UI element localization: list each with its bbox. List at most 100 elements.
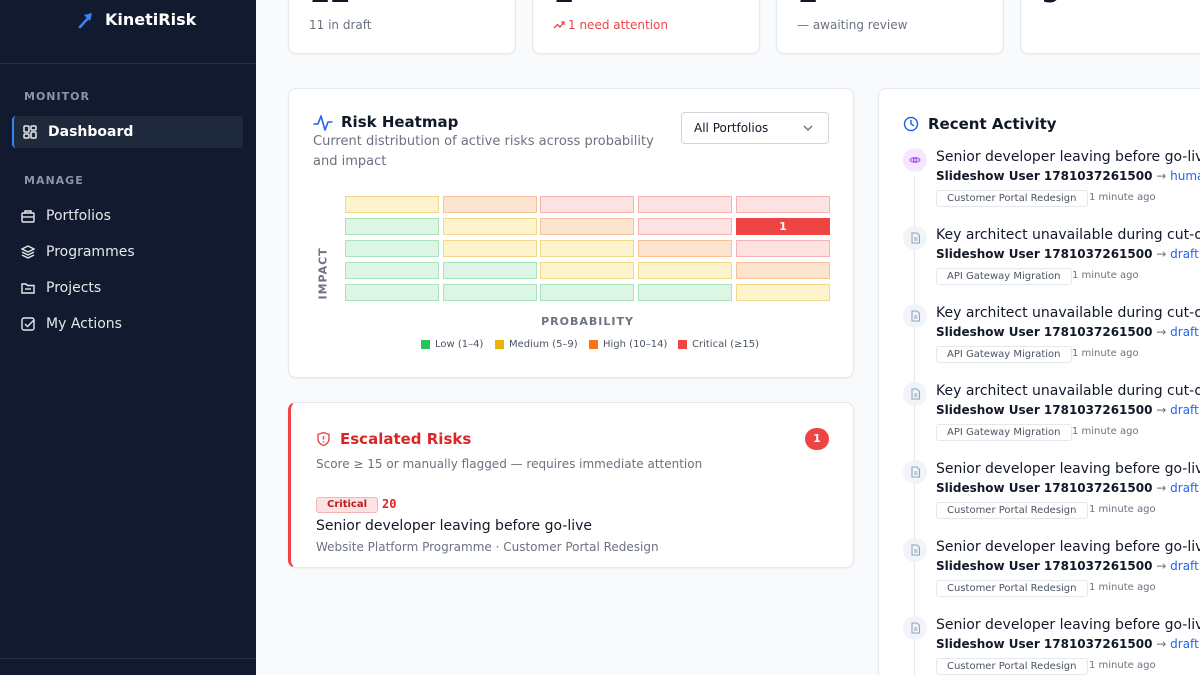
stat-sub: — awaiting review [797, 18, 908, 32]
heatmap-cell[interactable] [443, 196, 537, 213]
stat-card-review[interactable]: 1 — awaiting review [776, 0, 1004, 54]
escalated-risk-context: Website Platform Programme · Customer Po… [316, 540, 659, 554]
activity-item-title[interactable]: Senior developer leaving before go-live [936, 617, 1200, 633]
heatmap-cell[interactable] [736, 284, 830, 301]
activity-time: 1 minute ago [1089, 582, 1156, 593]
sidebar-item-programmes[interactable]: Programmes [12, 236, 243, 268]
activity-item-meta: Slideshow User 1781037261500 → draft [936, 325, 1199, 339]
folder-icon [20, 280, 36, 296]
heatmap-cell[interactable] [736, 240, 830, 257]
activity-user: Slideshow User 1781037261500 [936, 559, 1153, 573]
arrow-right-icon: → [1152, 325, 1171, 339]
eye-icon [903, 148, 927, 172]
heatmap-cell[interactable] [736, 262, 830, 279]
heatmap-cell[interactable] [345, 262, 439, 279]
activity-item-meta: Slideshow User 1781037261500 → draft [936, 403, 1199, 417]
checkbox-icon [20, 316, 36, 332]
activity-pulse-icon [313, 115, 333, 131]
legend-item-low: Low (1–4) [421, 339, 483, 350]
chevron-down-icon [803, 125, 813, 131]
heatmap-cell[interactable] [540, 240, 634, 257]
activity-item-meta: Slideshow User 1781037261500 → draft [936, 247, 1199, 261]
activity-project-tag[interactable]: Customer Portal Redesign [936, 580, 1088, 597]
heatmap-cell[interactable] [638, 240, 732, 257]
stat-number: 12 [309, 0, 351, 13]
activity-state: draft [1170, 325, 1199, 339]
legend-swatch [495, 340, 504, 349]
activity-time: 1 minute ago [1089, 660, 1156, 671]
arrow-right-icon: → [1152, 247, 1171, 261]
activity-project-tag[interactable]: Customer Portal Redesign [936, 502, 1088, 519]
activity-state: human review [1170, 169, 1200, 183]
timeline-line [914, 176, 915, 675]
legend-swatch [589, 340, 598, 349]
arrow-right-icon: → [1152, 481, 1171, 495]
heatmap-cell[interactable] [443, 284, 537, 301]
stat-card-attention[interactable]: 1 1 need attention [532, 0, 760, 54]
activity-item-title[interactable]: Key architect unavailable during cut-ove… [936, 383, 1200, 399]
stat-card-total[interactable]: 12 11 in draft [288, 0, 516, 54]
heatmap-cell[interactable] [540, 284, 634, 301]
sidebar-item-dashboard[interactable]: Dashboard [12, 116, 243, 148]
activity-project-tag[interactable]: API Gateway Migration [936, 268, 1072, 285]
sidebar-item-portfolios[interactable]: Portfolios [12, 200, 243, 232]
heatmap-cell[interactable] [540, 196, 634, 213]
document-icon [903, 226, 927, 250]
activity-state: draft [1170, 559, 1199, 573]
activity-time: 1 minute ago [1089, 192, 1156, 203]
clock-icon [903, 116, 919, 132]
heatmap-cell[interactable] [638, 262, 732, 279]
document-icon [903, 382, 927, 406]
sidebar-item-label: Programmes [46, 244, 135, 260]
activity-user: Slideshow User 1781037261500 [936, 325, 1153, 339]
heatmap-cell[interactable] [345, 240, 439, 257]
heatmap-cell[interactable] [638, 196, 732, 213]
heatmap-cell[interactable] [345, 218, 439, 235]
legend-swatch [678, 340, 687, 349]
heatmap-title: Risk Heatmap [341, 113, 459, 131]
activity-item-title[interactable]: Key architect unavailable during cut-ove… [936, 227, 1200, 243]
document-icon [903, 460, 927, 484]
document-icon [903, 616, 927, 640]
sidebar-item-label: Dashboard [48, 124, 134, 140]
heatmap-cell[interactable] [345, 284, 439, 301]
activity-user: Slideshow User 1781037261500 [936, 247, 1153, 261]
heatmap-cell[interactable] [638, 218, 732, 235]
activity-item-meta: Slideshow User 1781037261500 → human rev… [936, 169, 1200, 183]
activity-project-tag[interactable]: Customer Portal Redesign [936, 658, 1088, 675]
activity-project-tag[interactable]: Customer Portal Redesign [936, 190, 1088, 207]
heatmap-cell[interactable] [345, 196, 439, 213]
activity-item-title[interactable]: Senior developer leaving before go-live [936, 539, 1200, 555]
activity-time: 1 minute ago [1072, 270, 1139, 281]
sidebar-item-my-actions[interactable]: My Actions [12, 308, 243, 340]
heatmap-cell[interactable] [540, 218, 634, 235]
impact-axis-label: IMPACT [316, 247, 330, 300]
activity-state: draft [1170, 403, 1199, 417]
activity-time: 1 minute ago [1089, 504, 1156, 515]
escalated-title: Escalated Risks [340, 430, 472, 448]
escalated-subtitle: Score ≥ 15 or manually flagged — require… [316, 457, 703, 471]
heatmap-cell[interactable] [443, 262, 537, 279]
heatmap-cell[interactable] [736, 196, 830, 213]
document-icon [903, 304, 927, 328]
activity-item-title[interactable]: Senior developer leaving before go-live [936, 149, 1200, 165]
heatmap-cell-critical[interactable]: 1 [736, 218, 830, 235]
heatmap-cell[interactable] [443, 218, 537, 235]
sidebar: KinetiRisk MONITOR Dashboard MANAGE Port… [0, 0, 256, 675]
activity-item-title[interactable]: Senior developer leaving before go-live [936, 461, 1200, 477]
heatmap-cell[interactable] [638, 284, 732, 301]
layers-icon [20, 244, 36, 260]
activity-project-tag[interactable]: API Gateway Migration [936, 424, 1072, 441]
heatmap-cell[interactable] [443, 240, 537, 257]
heatmap-cell[interactable] [540, 262, 634, 279]
escalated-risk-title[interactable]: Senior developer leaving before go-live [316, 518, 593, 534]
activity-item-title[interactable]: Key architect unavailable during cut-ove… [936, 305, 1200, 321]
section-label-manage: MANAGE [24, 174, 84, 187]
portfolio-filter-select[interactable]: All Portfolios [681, 112, 829, 144]
stat-sub: 11 in draft [309, 18, 372, 32]
activity-project-tag[interactable]: API Gateway Migration [936, 346, 1072, 363]
sidebar-item-projects[interactable]: Projects [12, 272, 243, 304]
stat-card-fourth[interactable]: 9 [1020, 0, 1200, 54]
brand-header: KinetiRisk [0, 0, 256, 64]
building-icon [20, 208, 36, 224]
